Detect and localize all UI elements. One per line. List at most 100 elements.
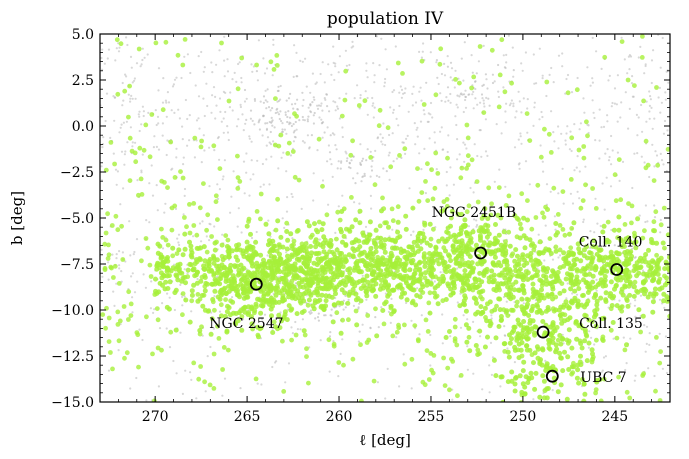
background-star-point — [119, 126, 122, 129]
background-star-point — [223, 377, 227, 380]
background-star-point — [472, 107, 475, 110]
population-star-point — [236, 242, 242, 248]
population-star-point — [266, 231, 272, 237]
background-star-point — [418, 50, 421, 54]
background-star-point — [366, 148, 369, 151]
population-star-point — [553, 342, 559, 348]
population-star-point — [339, 113, 345, 119]
population-star-point — [509, 80, 514, 86]
population-star-point — [397, 234, 403, 240]
population-star-point — [354, 280, 360, 286]
background-star-point — [102, 136, 105, 139]
background-star-point — [479, 101, 482, 104]
background-star-point — [428, 137, 431, 140]
population-star-point — [602, 54, 608, 60]
background-star-point — [285, 170, 288, 173]
population-star-point — [441, 262, 447, 268]
population-star-point — [328, 269, 334, 275]
background-star-point — [648, 343, 651, 346]
population-star-point — [208, 331, 214, 337]
population-star-point — [249, 314, 254, 320]
population-star-point — [349, 195, 354, 200]
background-star-point — [329, 134, 332, 137]
population-star-point — [532, 266, 538, 272]
population-star-point — [581, 144, 587, 149]
background-star-point — [326, 160, 329, 163]
background-star-point — [407, 110, 410, 113]
background-star-point — [620, 101, 623, 104]
population-star-point — [173, 272, 179, 278]
background-star-point — [481, 97, 484, 100]
population-star-point — [516, 257, 522, 263]
population-star-point — [569, 371, 574, 377]
background-star-point — [439, 130, 442, 133]
background-star-point — [181, 295, 184, 298]
population-star-point — [352, 265, 358, 271]
background-star-point — [122, 121, 125, 124]
population-star-point — [539, 292, 545, 298]
population-star-point — [562, 349, 567, 355]
background-star-point — [125, 120, 128, 123]
population-star-point — [463, 249, 469, 255]
population-star-point — [632, 233, 638, 239]
y-tick-label: −10.0 — [51, 303, 94, 319]
background-star-point — [410, 319, 413, 322]
population-star-point — [496, 296, 502, 302]
population-star-point — [458, 373, 464, 378]
population-star-point — [657, 286, 663, 292]
background-star-point — [474, 97, 477, 100]
population-star-point — [246, 219, 251, 225]
population-star-point — [304, 251, 310, 257]
background-star-point — [482, 102, 485, 105]
population-star-point — [579, 377, 585, 382]
background-star-point — [213, 149, 216, 152]
background-star-point — [106, 57, 109, 60]
background-star-point — [290, 103, 294, 106]
population-star-point — [180, 175, 186, 181]
population-star-point — [594, 379, 600, 385]
population-star-point — [588, 250, 594, 256]
population-star-point — [535, 182, 541, 188]
population-star-point — [445, 155, 450, 161]
population-star-point — [528, 370, 534, 376]
background-star-point — [409, 233, 413, 237]
population-star-point — [335, 300, 341, 306]
population-star-point — [584, 358, 590, 364]
population-star-point — [625, 77, 631, 83]
background-star-point — [129, 126, 132, 129]
background-star-point — [402, 353, 405, 356]
background-star-point — [420, 99, 423, 102]
population-star-point — [441, 199, 447, 205]
background-star-point — [418, 90, 421, 93]
background-star-point — [474, 87, 477, 91]
background-star-point — [329, 158, 332, 161]
population-star-point — [303, 262, 308, 268]
population-star-point — [542, 126, 547, 132]
population-star-point — [281, 389, 287, 394]
background-star-point — [301, 60, 304, 63]
background-star-point — [276, 111, 279, 114]
population-star-point — [272, 142, 278, 148]
population-star-point — [489, 268, 495, 274]
population-star-point — [311, 260, 317, 266]
background-star-point — [175, 76, 178, 79]
population-star-point — [225, 303, 230, 309]
population-star-point — [621, 239, 627, 245]
population-star-point — [136, 46, 142, 52]
population-star-point — [426, 377, 432, 382]
population-star-point — [496, 260, 502, 266]
background-star-point — [358, 302, 361, 305]
population-star-point — [274, 267, 280, 273]
population-star-point — [593, 244, 599, 250]
background-star-point — [329, 331, 332, 334]
population-star-point — [253, 301, 259, 307]
background-star-point — [400, 96, 403, 99]
background-star-point — [509, 102, 512, 105]
population-star-point — [285, 253, 290, 259]
population-star-point — [464, 209, 470, 215]
population-star-point — [524, 336, 530, 342]
background-star-point — [392, 89, 396, 92]
population-star-point — [154, 291, 160, 296]
population-star-point — [535, 346, 541, 352]
population-star-point — [378, 260, 384, 266]
